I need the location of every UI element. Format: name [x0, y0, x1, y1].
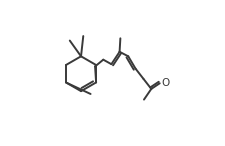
Text: O: O: [162, 78, 170, 88]
